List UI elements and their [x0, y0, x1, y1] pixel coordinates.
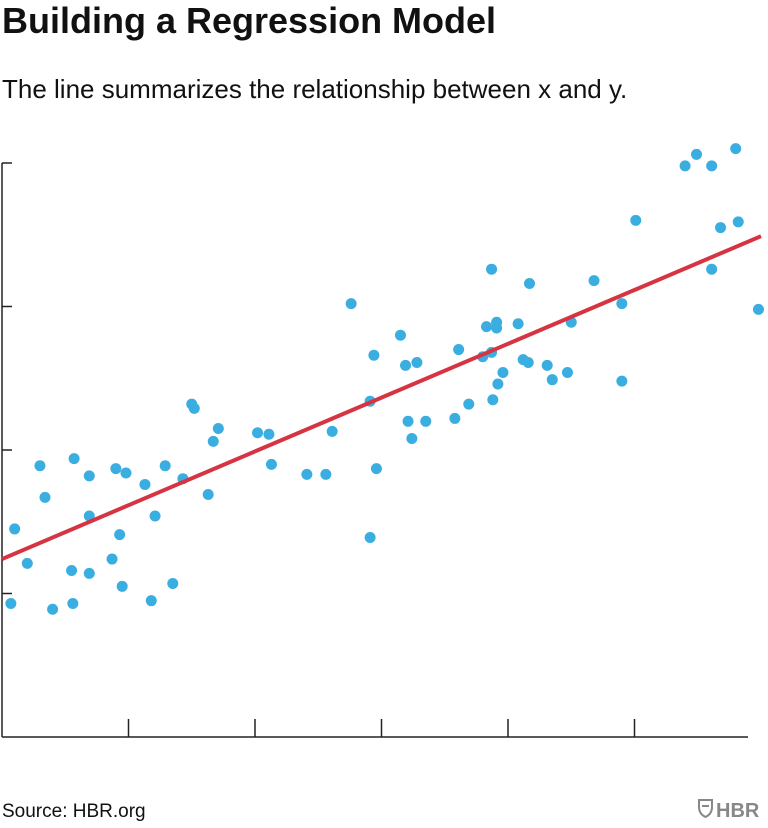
- point: [400, 359, 412, 371]
- point: [145, 595, 157, 607]
- point: [480, 321, 492, 333]
- point: [497, 367, 509, 379]
- point: [561, 367, 573, 379]
- point: [616, 298, 628, 310]
- point: [588, 275, 600, 287]
- point: [120, 467, 132, 479]
- point: [106, 553, 118, 565]
- point: [411, 356, 423, 368]
- point: [139, 478, 151, 490]
- point: [630, 214, 642, 226]
- chart-subtitle: The line summarizes the relationship bet…: [2, 74, 627, 104]
- point: [159, 460, 171, 472]
- point: [406, 433, 418, 445]
- point: [320, 468, 332, 480]
- point: [34, 460, 46, 472]
- point: [706, 263, 718, 275]
- point: [67, 598, 79, 610]
- point: [730, 143, 742, 155]
- point: [39, 491, 51, 503]
- point: [212, 422, 224, 434]
- logo-icon: [698, 799, 713, 819]
- point: [114, 529, 126, 541]
- point: [5, 598, 17, 610]
- point: [394, 329, 406, 341]
- point: [486, 263, 498, 275]
- point: [616, 375, 628, 387]
- point: [402, 415, 414, 427]
- point: [364, 532, 376, 544]
- point: [263, 428, 275, 440]
- point: [345, 298, 357, 310]
- point: [453, 344, 465, 356]
- point: [66, 565, 78, 577]
- chart-title: Building a Regression Model: [2, 0, 496, 41]
- point: [207, 435, 219, 447]
- point: [110, 463, 122, 475]
- point: [420, 415, 432, 427]
- point: [370, 463, 382, 475]
- point: [116, 580, 128, 592]
- point: [463, 398, 475, 410]
- point: [301, 468, 313, 480]
- point: [83, 567, 95, 579]
- point: [83, 470, 95, 482]
- point: [522, 356, 534, 368]
- point: [512, 318, 524, 330]
- point: [202, 488, 214, 500]
- point: [679, 160, 691, 172]
- point: [265, 458, 277, 470]
- source: Source: HBR.org: [2, 801, 146, 822]
- point: [752, 303, 764, 315]
- point: [167, 577, 179, 589]
- point: [326, 425, 338, 437]
- point: [252, 427, 264, 439]
- point: [690, 148, 702, 160]
- point: [524, 278, 536, 290]
- point: [491, 322, 503, 334]
- point: [21, 557, 33, 569]
- point: [732, 216, 744, 228]
- point: [368, 349, 380, 361]
- point: [9, 523, 21, 535]
- point: [492, 378, 504, 390]
- point: [541, 359, 553, 371]
- point: [706, 160, 718, 172]
- point: [449, 412, 461, 424]
- point: [487, 394, 499, 406]
- logo: HBR: [716, 800, 760, 822]
- point: [68, 453, 80, 465]
- point: [149, 510, 161, 522]
- point: [546, 374, 558, 386]
- point: [715, 222, 727, 234]
- point: [47, 603, 59, 615]
- regression-line: [1, 234, 762, 561]
- point: [188, 402, 200, 414]
